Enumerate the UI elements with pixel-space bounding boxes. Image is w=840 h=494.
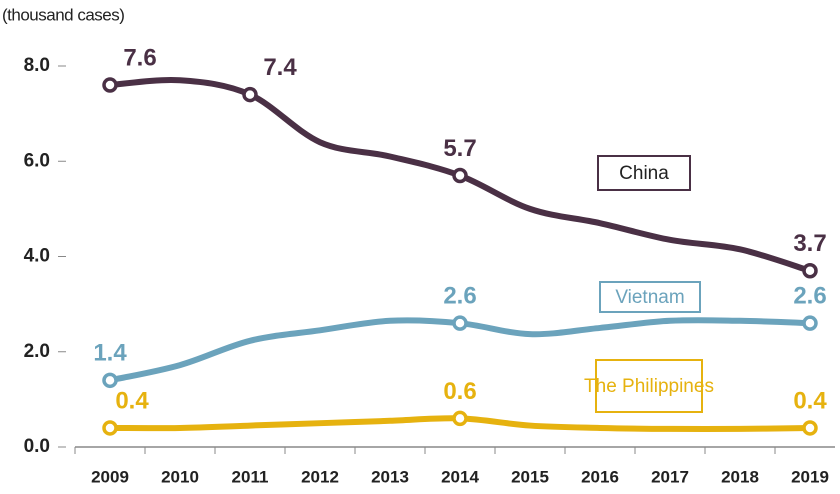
series-name-box [599,281,701,313]
series-name: The Philippines [584,376,714,397]
y-axis-label: (thousand cases) [2,5,124,24]
x-tick-label: 2013 [371,467,409,486]
x-tick-label: 2010 [161,467,199,486]
y-tick-label: 8.0 [24,55,50,76]
x-tick-label: 2009 [91,467,129,486]
series-name-box [597,155,691,191]
y-tick-label: 0.0 [24,436,50,457]
x-tick-label: 2018 [721,467,759,486]
data-label: 7.6 [123,44,156,71]
y-tick-label: 6.0 [24,150,50,171]
point-marker [802,263,818,279]
data-label: 2.6 [793,283,826,310]
point-marker [102,77,118,93]
data-label: 5.7 [443,135,476,162]
x-tick-label: 2017 [651,467,689,486]
point-marker [452,410,468,427]
data-label: 0.4 [793,387,827,414]
point-marker [802,315,818,331]
y-tick-label: 2.0 [24,341,50,362]
y-tick-label: 4.0 [24,246,50,267]
point-marker [242,86,258,103]
point-marker [802,420,818,436]
x-tick-label: 2012 [301,467,339,486]
series-name: Vietnam [615,287,684,308]
data-label: 0.4 [115,387,149,414]
x-tick-label: 2019 [791,467,829,486]
series-name-box [595,359,703,413]
data-label: 7.4 [263,54,297,81]
x-tick-label: 2015 [511,467,549,486]
data-label: 3.7 [793,230,826,257]
x-tick-label: 2014 [441,467,479,486]
series-name: China [619,163,669,184]
x-tick-label: 2011 [232,467,269,486]
data-label: 2.6 [443,283,476,310]
point-marker [452,167,468,184]
data-label: 1.4 [93,340,127,367]
point-marker [102,372,118,389]
x-tick-label: 2016 [581,467,619,486]
data-label: 0.6 [443,378,476,405]
point-marker [452,315,468,331]
point-marker [102,420,118,436]
